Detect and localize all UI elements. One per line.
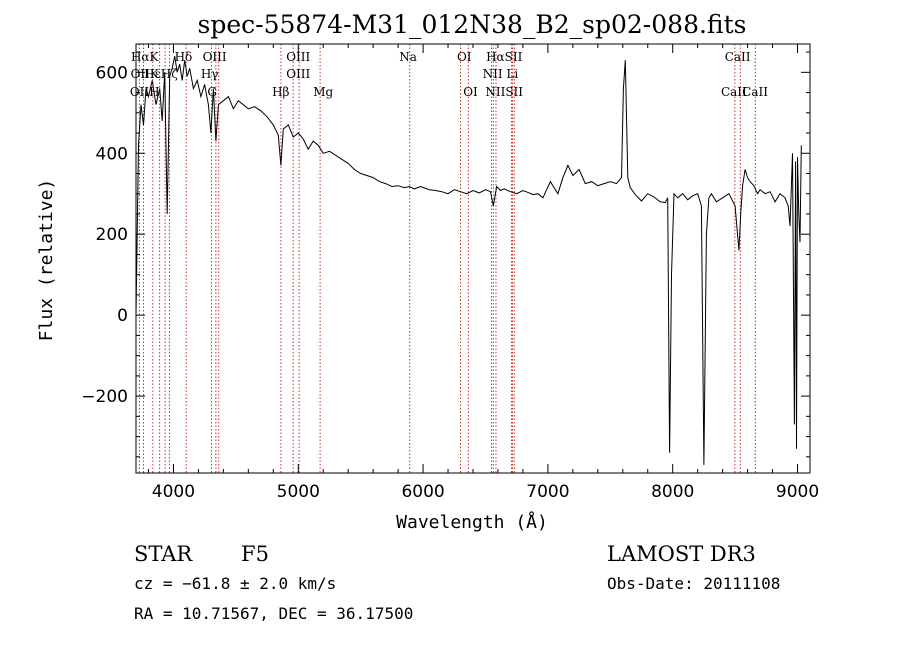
y-tick-label-200: 200 <box>96 225 128 245</box>
line-label-0: HαK <box>131 50 160 64</box>
line-label-3: OIII <box>286 50 310 64</box>
line-label-6: HαSII <box>486 50 523 64</box>
line-label-12: NII Li <box>483 67 519 81</box>
line-label-8: OIIK <box>131 67 160 81</box>
plot-frame <box>135 43 811 474</box>
line-label-20: CaII <box>742 85 768 99</box>
chart-title: spec-55874-M31_012N38_B2_sp02-088.fits <box>198 10 747 39</box>
y-tick-label-400: 400 <box>96 144 128 164</box>
x-tick-label-4000: 4000 <box>152 482 195 502</box>
x-tick-label-5000: 5000 <box>277 482 320 502</box>
line-label-17: Mg <box>313 85 333 99</box>
redshift-value: cz = −61.8 ± 2.0 km/s <box>134 574 336 593</box>
y-axis-label: Flux (relative) <box>36 179 57 342</box>
y-tick-label-600: 600 <box>96 63 128 83</box>
line-label-11: OIII <box>286 67 310 81</box>
line-label-2: OIII <box>203 50 227 64</box>
obs-date: Obs-Date: 20111108 <box>607 574 780 593</box>
x-tick-label-6000: 6000 <box>401 482 444 502</box>
spectrum-line <box>135 55 802 465</box>
line-label-15: G <box>207 85 217 99</box>
y-tick-label--200: −200 <box>81 387 128 407</box>
object-type: STAR <box>134 542 193 566</box>
line-label-7: CaII <box>725 50 751 64</box>
x-axis-ticks: 4000 5000 6000 7000 8000 9000 <box>147 44 819 502</box>
line-label-14: OIIH <box>130 85 160 99</box>
line-label-5: OI <box>457 50 472 64</box>
subclass: F5 <box>241 542 269 566</box>
x-tick-label-9000: 9000 <box>776 482 819 502</box>
y-tick-label-0: 0 <box>117 306 128 326</box>
line-label-9: HεHζ <box>144 67 178 81</box>
y-axis-ticks: −200 0 200 400 600 <box>81 51 810 458</box>
line-label-16: Hβ <box>272 85 289 99</box>
line-label-18: OI <box>463 85 478 99</box>
x-tick-label-8000: 8000 <box>651 482 694 502</box>
x-tick-label-7000: 7000 <box>526 482 569 502</box>
line-label-10: Hγ <box>201 67 219 81</box>
line-label-13: CaII <box>721 85 747 99</box>
spectral-line-markers <box>138 44 756 473</box>
survey-name: LAMOST DR3 <box>607 542 756 566</box>
coordinates: RA = 10.71567, DEC = 36.17500 <box>134 604 413 623</box>
x-axis-label: Wavelength (Å) <box>396 511 548 533</box>
line-label-4: Na <box>399 50 417 64</box>
line-label-1: Hδ <box>175 50 193 64</box>
line-label-19: NIISII <box>485 85 523 99</box>
